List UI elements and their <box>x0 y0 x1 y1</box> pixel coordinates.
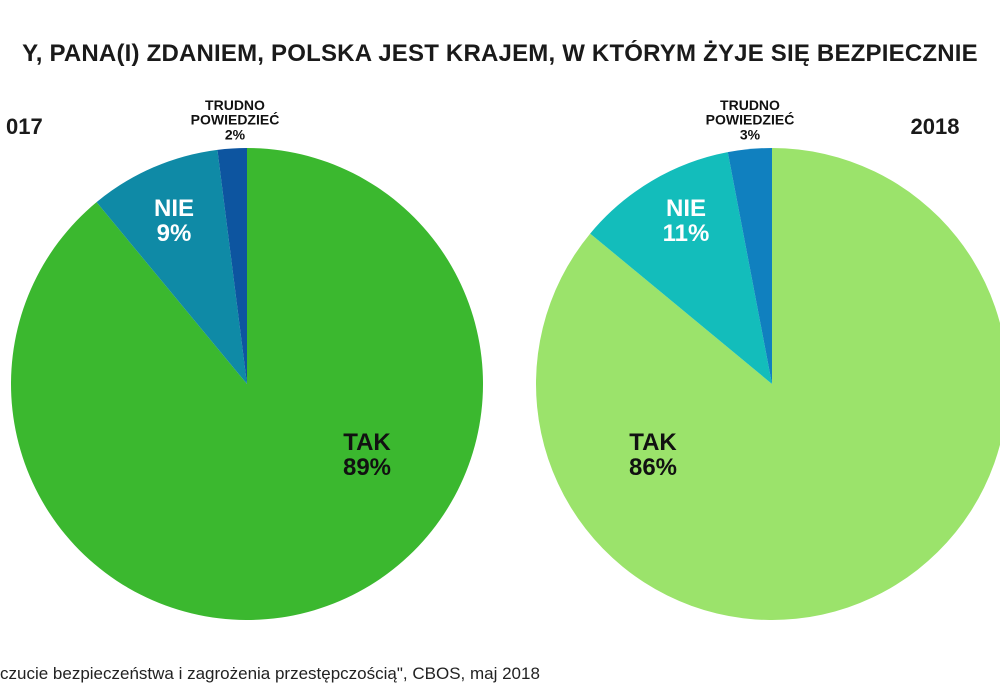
chart-title: Y, PANA(I) ZDANIEM, POLSKA JEST KRAJEM, … <box>0 40 1000 74</box>
chart-title-text: Y, PANA(I) ZDANIEM, POLSKA JEST KRAJEM, … <box>22 40 978 67</box>
pie-0-slice-nie <box>96 149 247 384</box>
pie-0-title: 017 <box>6 114 43 139</box>
pie-0-label-nie: NIE 9% <box>154 195 194 247</box>
pie-0-label-tak: TAK 89% <box>343 429 391 481</box>
pie-0-label-trudno-powiedzieć: TRUDNO POWIEDZIEĆ 2% <box>191 97 280 142</box>
pie-0-slice-tak <box>11 148 484 620</box>
source-note: czucie bezpieczeństwa i zagrożenia przes… <box>0 664 540 683</box>
pie-1-slice-nie <box>590 152 772 384</box>
pie-0-slice-trudno-powiedzieć <box>217 148 247 384</box>
pie-1-label-nie: NIE 11% <box>663 195 710 247</box>
pie-1-label-tak: TAK 86% <box>629 429 677 481</box>
pie-1-label-trudno-powiedzieć: TRUDNO POWIEDZIEĆ 3% <box>706 97 795 142</box>
pie-1-slice-tak <box>536 148 1000 620</box>
pie-1-title: 2018 <box>911 114 960 139</box>
pie-1-slice-trudno-powiedzieć <box>727 148 772 384</box>
